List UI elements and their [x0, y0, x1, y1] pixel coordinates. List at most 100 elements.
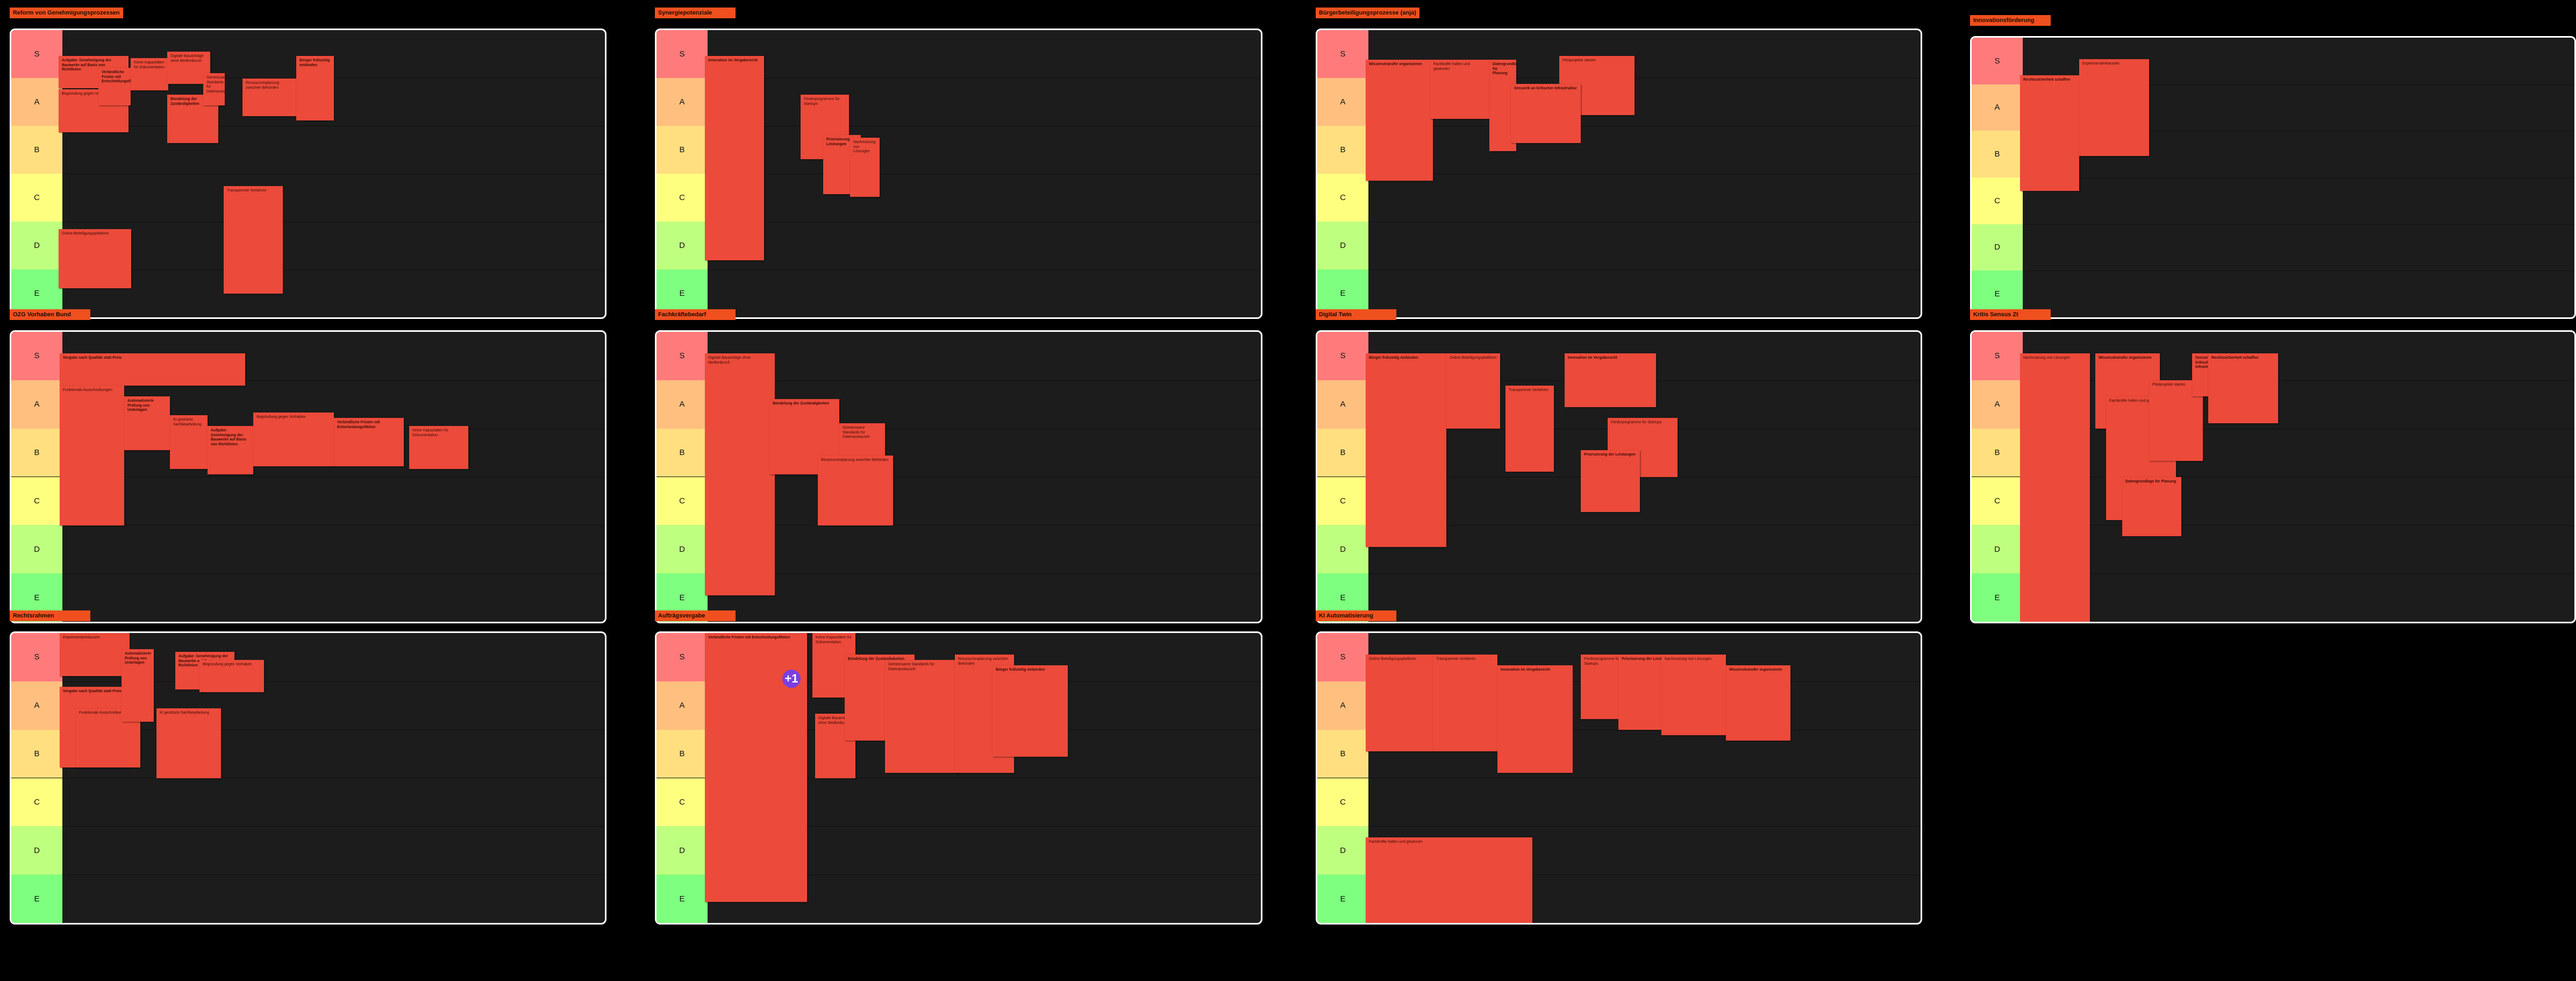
sticky-note[interactable]: Innovation im Vergaberecht	[705, 56, 764, 260]
tier-row-c[interactable]: C	[1317, 174, 1921, 222]
board-title[interactable]: Reform von Genehmigungsprozessen	[10, 8, 123, 18]
tier-row-d[interactable]: D	[11, 222, 605, 270]
tier-row-a[interactable]: A	[11, 681, 605, 730]
sticky-note[interactable]: Nachnutzung von Lösungen	[2020, 353, 2090, 622]
board-title[interactable]: Rechtsrahmen	[10, 610, 90, 621]
tier-row-a[interactable]: A	[657, 380, 1261, 429]
tier-row-b[interactable]: B	[657, 126, 1261, 174]
tier-row-d[interactable]: D	[1972, 525, 2574, 574]
tier-row-s[interactable]: S	[11, 633, 605, 682]
tier-board[interactable]: Bürgerbeteiligungsprozesse (anja) S A B C D E W…	[1316, 8, 1922, 323]
tier-row-c[interactable]: C	[11, 778, 605, 827]
tier-board[interactable]: Synergiepotenziale S A B C D E Innovation im Ve…	[655, 8, 1262, 323]
tier-board[interactable]: Innovationsförderung S A B C D E Rechtssicherhe…	[1970, 15, 2576, 323]
tier-row-c[interactable]: C	[1972, 477, 2574, 526]
tier-board[interactable]: Rechtsrahmen S A B C D E Experimentierklauseln V…	[10, 610, 606, 929]
sticky-note[interactable]: Wissenstransfer organisieren	[1366, 60, 1433, 181]
sticky-note[interactable]: Datengrundlage für Planung	[2122, 477, 2181, 536]
tier-row-d[interactable]: D	[657, 525, 1261, 574]
sticky-note[interactable]: Ressourcenplanung zwischen Behörden	[818, 456, 893, 525]
tier-row-c[interactable]: C	[1317, 477, 1921, 526]
vote-badge[interactable]: +1	[782, 670, 801, 688]
tier-row-c[interactable]: C	[1317, 778, 1921, 827]
tier-row-d[interactable]: D	[11, 525, 605, 574]
tier-row-a[interactable]: A	[657, 78, 1261, 126]
board-title[interactable]: Aufträgsvergabe	[655, 610, 736, 621]
board-title[interactable]: Synergiepotenziale	[655, 8, 736, 18]
sticky-note[interactable]: Priorisierung der Leistungen	[1581, 450, 1640, 512]
sticky-note[interactable]: Bürger frühzeitig einbinden	[993, 665, 1068, 757]
tier-row-e[interactable]: E	[11, 875, 605, 923]
board-title[interactable]: KI Automatisierung	[1316, 610, 1396, 621]
tier-row-b[interactable]: B	[1317, 126, 1921, 174]
tier-row-e[interactable]: E	[1317, 875, 1921, 923]
tier-row-s[interactable]: S	[11, 332, 605, 381]
sticky-note[interactable]: Fachkräfte halten und gewinnen	[1430, 60, 1489, 119]
sticky-note[interactable]: Ressourcenplanung zwischen Behörden	[242, 79, 296, 116]
sticky-note[interactable]: Experimentierklauseln	[2079, 59, 2149, 156]
sticky-note[interactable]: Transparente Verfahren	[1505, 386, 1554, 472]
tier-row-d[interactable]: D	[1317, 222, 1921, 270]
sticky-note[interactable]: Aufgabe: Genehmigung der Bauwerke auf Ba…	[208, 426, 253, 474]
tier-row-d[interactable]: D	[1972, 224, 2574, 272]
tier-board[interactable]: Kritis Sensus Zt S A B C D E Nachnutzung von Lö…	[1970, 309, 2576, 628]
sticky-note[interactable]: Keine Kapazitäten für Dokumentation	[131, 58, 168, 90]
tier-row-c[interactable]: C	[11, 477, 605, 526]
tier-row-c[interactable]: C	[657, 174, 1261, 222]
tier-board[interactable]: KI Automatisierung S A B C D E Online Beteiligu…	[1316, 610, 1922, 929]
tier-row-a[interactable]: A	[1972, 84, 2574, 132]
sticky-note[interactable]: Experimentierklauseln	[60, 633, 130, 676]
sticky-note[interactable]: Fachkräfte halten und gewinnen	[1366, 837, 1532, 923]
tier-row-a[interactable]: A	[1972, 380, 2574, 429]
tier-board[interactable]: Aufträgsvergabe S A B C D E Verbindliche Friste…	[655, 610, 1262, 929]
tier-board[interactable]: OZG Vorhaben Bund S A B C D E Vergabe nach Qual…	[10, 309, 606, 628]
sticky-note[interactable]: Online Beteiligungsplattform	[1366, 655, 1433, 751]
tier-row-b[interactable]: B	[1972, 428, 2574, 478]
tier-row-c[interactable]: C	[657, 477, 1261, 526]
tier-row-b[interactable]: B	[11, 126, 605, 174]
tier-row-b[interactable]: B	[11, 729, 605, 779]
tier-row-d[interactable]: D	[11, 826, 605, 876]
board-title[interactable]: Bürgerbeteiligungsprozesse (anja)	[1316, 8, 1419, 18]
board-title[interactable]: Innovationsförderung	[1970, 15, 2051, 26]
board-title[interactable]: OZG Vorhaben Bund	[10, 309, 90, 320]
sticky-note[interactable]: Nachnutzung von Lösungen	[1661, 655, 1726, 735]
tier-row-e[interactable]: E	[1972, 573, 2574, 622]
sticky-note[interactable]: Innovation im Vergaberecht	[1565, 353, 1656, 407]
tier-row-d[interactable]: D	[1317, 525, 1921, 574]
sticky-note[interactable]: Verbindliche Fristen mit Entscheidungsfi…	[334, 418, 404, 466]
tier-row-b[interactable]: B	[1972, 131, 2574, 178]
tier-board[interactable]: Fachkräftebedarf S A B C D E Digitale Bauanträg…	[655, 309, 1262, 628]
sticky-note[interactable]: Automatisierte Prüfung von Unterlagen	[124, 396, 170, 450]
tier-row-b[interactable]: B	[657, 428, 1261, 478]
sticky-note[interactable]: Sensorik an kritischer Infrastruktur	[1511, 84, 1581, 143]
board-title[interactable]: Digital Twin	[1316, 309, 1396, 320]
sticky-note[interactable]: Bürger frühzeitig einbinden	[296, 56, 334, 120]
sticky-note[interactable]: Gemeinsame Standards für Datenaustausch	[203, 73, 225, 105]
sticky-note[interactable]: Förderprogramme für Startups	[1608, 418, 1678, 477]
sticky-note[interactable]: Begründung gegen Vorhaben	[253, 413, 334, 466]
tier-row-b[interactable]: B	[1317, 729, 1921, 779]
sticky-note[interactable]: Wissenstransfer organisieren	[1726, 665, 1790, 741]
tier-row-a[interactable]: A	[1317, 78, 1921, 126]
sticky-note[interactable]: Nachnutzung von Lösungen	[850, 138, 880, 197]
tier-row-d[interactable]: D	[657, 826, 1261, 876]
tier-row-s[interactable]: S	[657, 332, 1261, 381]
board-title[interactable]: Fachkräftebedarf	[655, 309, 736, 320]
sticky-note[interactable]: Digitale Bauanträge ohne Medienbruch	[167, 52, 210, 84]
sticky-note[interactable]: KI gestützte Sachbearbeitung	[156, 708, 221, 778]
sticky-note[interactable]: Gemeinsame Standards für Datenaustausch	[885, 660, 960, 773]
sticky-note[interactable]: Transparente Verfahren	[1433, 655, 1497, 751]
sticky-note[interactable]: Bürger frühzeitig einbinden	[1366, 353, 1446, 547]
sticky-note[interactable]: Funktionale Ausschreibungen	[60, 386, 124, 525]
sticky-note[interactable]: Digitale Bauanträge ohne Medienbruch	[705, 353, 775, 595]
sticky-note[interactable]: Rechtssicherheit schaffen	[2020, 75, 2079, 191]
board-title[interactable]: Kritis Sensus Zt	[1970, 309, 2051, 320]
tier-board[interactable]: Digital Twin S A B C D E Bürger frühzeitig einb…	[1316, 309, 1922, 628]
sticky-note[interactable]: Verbindliche Fristen mit Entscheidungsfi…	[98, 68, 131, 105]
tier-row-d[interactable]: D	[657, 222, 1261, 270]
sticky-note[interactable]: KI gestützte Sachbearbeitung	[170, 415, 208, 469]
sticky-note[interactable]: Transparente Verfahren	[224, 186, 283, 294]
sticky-note[interactable]: Keine Kapazitäten für Dokumentation	[409, 426, 468, 469]
sticky-note[interactable]: Online Beteiligungsplattform	[1446, 353, 1500, 429]
